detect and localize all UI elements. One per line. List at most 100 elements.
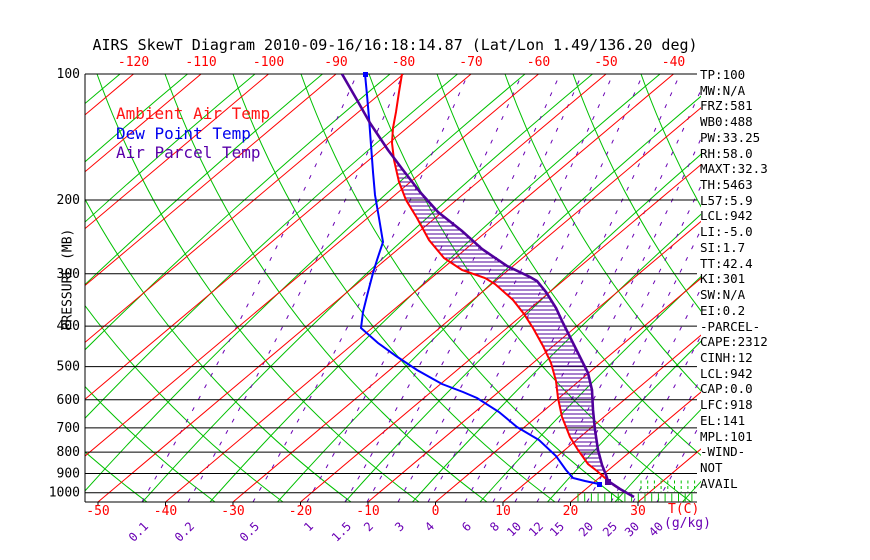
dew-point-curve	[359, 74, 600, 485]
moist-adiabat-line	[547, 340, 701, 502]
mixing-ratio-line	[141, 74, 358, 502]
mixing-ratio-labels: 0.1 0.2 0.5 1 1.5 2 3 4 6 8 10 12 15 20 25 30 40	[126, 519, 666, 544]
mixing-ratio-label: 10	[504, 519, 524, 539]
mixing-ratio-lines	[141, 74, 701, 502]
top-temp-axis-labels: -120 -110 -100 -90 -80 -70 -60 -50 -40	[118, 55, 685, 70]
top-temp-label: -50	[594, 55, 617, 70]
dry-adiabat-line	[504, 74, 701, 392]
bottom-temp-label: 0	[432, 504, 440, 519]
mixing-ratio-line	[632, 376, 701, 502]
moist-adiabat-line	[277, 95, 701, 502]
mixing-ratio-line	[366, 74, 583, 502]
top-temp-label: -110	[185, 55, 216, 70]
pressure-axis-title: PRESSURE (MB)	[60, 228, 76, 331]
stat-line: MAXT:32.3	[700, 161, 768, 177]
parcel-temp-curve	[340, 74, 635, 499]
mixing-ratio-label: 3	[392, 519, 407, 534]
moist-adiabat-line	[614, 408, 701, 502]
stat-line: TP:100	[700, 67, 746, 82]
stat-line: -WIND-	[700, 444, 746, 460]
ambient-temp-curve	[390, 74, 628, 494]
pressure-axis-labels: 100 200 300 400 500 600 700 800 900 1000	[49, 67, 80, 501]
mixing-ratio-label: 1	[301, 519, 316, 534]
moist-adiabat-line	[85, 74, 188, 163]
dry-adiabat-line	[232, 74, 556, 502]
mixing-ratio-line	[514, 137, 701, 502]
dewpoint-surface-marker	[597, 482, 602, 487]
mixing-ratio-line	[586, 287, 701, 502]
stat-line: PW:33.25	[700, 129, 761, 145]
isotherm-line	[367, 220, 701, 502]
moist-adiabat-line	[85, 74, 323, 286]
mixing-ratio-line	[397, 74, 614, 502]
bottom-temp-label: -40	[154, 504, 177, 519]
top-temp-label: -90	[324, 55, 347, 70]
stat-line: CINH:12	[700, 349, 753, 365]
bottom-axis-ticks	[97, 502, 639, 506]
stat-line: MPL:101	[700, 428, 753, 444]
legend-ambient-air-temp: Ambient Air Temp	[116, 104, 271, 123]
stat-line: FRZ:581	[700, 98, 753, 114]
top-temp-label: -120	[118, 55, 149, 70]
mixing-ratio-label: 4	[422, 519, 437, 534]
isotherm-line	[85, 74, 539, 457]
mixing-ratio-line	[492, 88, 701, 502]
dry-adiabat-line	[436, 74, 701, 457]
dry-adiabat-line	[572, 74, 701, 312]
isotherm-line	[502, 334, 701, 502]
mixing-ratio-line	[427, 74, 644, 502]
pressure-label: 500	[57, 360, 80, 375]
isotherm-line	[0, 74, 66, 502]
stat-line: TH:5463	[700, 177, 753, 193]
stat-line: LCL:942	[700, 208, 753, 224]
isotherm-line	[570, 391, 701, 502]
mixing-ratio-line	[557, 228, 701, 502]
bottom-temp-label: 30	[630, 504, 646, 519]
mixing-ratio-label: 12	[526, 519, 546, 539]
pressure-label: 800	[57, 445, 80, 460]
pressure-label: 1000	[49, 486, 80, 501]
bottom-temp-label: -50	[86, 504, 109, 519]
top-temp-label: -100	[253, 55, 284, 70]
stat-line: -PARCEL-	[700, 318, 761, 334]
temp-unit-label: T(C)	[668, 502, 700, 517]
chart-title: AIRS SkewT Diagram 2010-09-16/16:18:14.8…	[92, 36, 698, 54]
stat-line: CAP:0.0	[700, 381, 753, 397]
bottom-temp-axis-labels: -50 -40 -30 -20 -10 0 10 20 30	[86, 504, 646, 519]
dewpoint-top-marker	[363, 72, 368, 77]
isotherm-line	[85, 74, 337, 287]
mixing-ratio-label: 30	[622, 519, 642, 539]
isotherm-line	[85, 74, 404, 344]
stat-line: RH:58.0	[700, 145, 753, 161]
isotherm-line	[435, 277, 701, 502]
stat-line: WB0:488	[700, 114, 753, 130]
mixing-ratio-label: 20	[576, 519, 596, 539]
isotherm-line	[85, 74, 269, 230]
pressure-label: 600	[57, 393, 80, 408]
isotherm-line	[232, 107, 701, 502]
mixing-ratio-line	[610, 334, 701, 502]
bottom-temp-label: -10	[356, 504, 379, 519]
top-temp-label: -70	[459, 55, 482, 70]
cape-hatch-area	[395, 165, 604, 471]
legend: Ambient Air Temp Dew Point Temp Air Parc…	[116, 104, 270, 163]
mixing-ratio-label: 0.5	[237, 519, 262, 544]
stat-line: AVAIL	[700, 475, 738, 491]
bottom-temp-label: 20	[563, 504, 579, 519]
stat-line: TT:42.4	[700, 255, 753, 271]
mixing-ratio-label: 0.1	[126, 519, 151, 544]
pressure-label: 300	[57, 267, 80, 282]
legend-air-parcel-temp: Air Parcel Temp	[116, 143, 261, 162]
mixing-ratio-label: 6	[459, 519, 474, 534]
pressure-label: 700	[57, 421, 80, 436]
mixing-ratio-label: 15	[547, 519, 567, 539]
bottom-temp-label: -20	[289, 504, 312, 519]
surface-green-dashes	[577, 480, 696, 502]
stat-line: L57:5.9	[700, 192, 753, 208]
mixing-ratio-label: 1.5	[329, 519, 354, 544]
moist-adiabat-line	[85, 74, 256, 223]
pressure-label: 200	[57, 193, 80, 208]
pressure-label: 900	[57, 467, 80, 482]
